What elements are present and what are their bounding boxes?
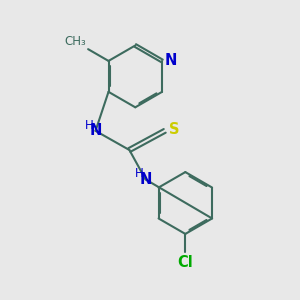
Text: CH₃: CH₃ [64,35,86,48]
Text: S: S [169,122,180,137]
Text: N: N [89,123,102,138]
Text: H: H [135,167,143,180]
Text: N: N [165,53,177,68]
Text: H: H [85,119,93,132]
Text: Cl: Cl [178,255,193,270]
Text: N: N [140,172,152,187]
